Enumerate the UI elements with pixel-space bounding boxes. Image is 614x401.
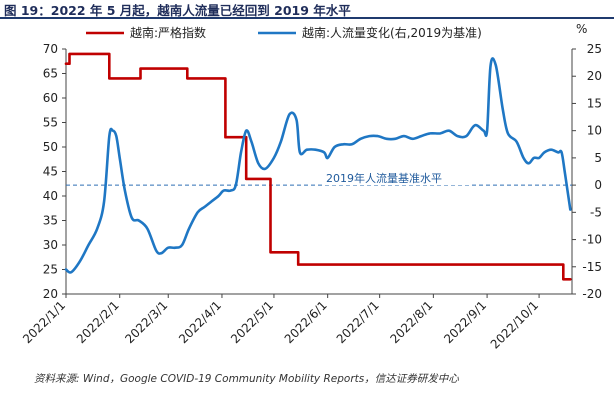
- left-tick-label: 40: [43, 189, 58, 203]
- x-tick-label: 2022/2/1: [74, 298, 122, 346]
- source-note: 资料来源: Wind，Google COVID-19 Community Mob…: [34, 371, 459, 386]
- series-mobility-line: [66, 58, 570, 272]
- x-tick-label: 2022/9/1: [441, 298, 489, 346]
- left-tick-label: 25: [43, 263, 58, 277]
- left-tick-label: 65: [43, 67, 58, 81]
- right-tick-label: 10: [587, 124, 602, 138]
- x-tick-label: 2022/10/1: [488, 298, 541, 351]
- left-tick-label: 60: [43, 91, 58, 105]
- x-tick-label: 2022/7/1: [334, 298, 382, 346]
- series-stringency-line: [66, 54, 570, 279]
- chart: 20 25 30 35 40 45 50 55 60 65 70 -20 -15 -10 -5 0 5 10 15…: [0, 0, 614, 401]
- right-tick-label: -5: [590, 205, 602, 219]
- left-tick-label: 70: [43, 42, 58, 56]
- x-tick-label: 2022/8/1: [387, 298, 435, 346]
- legend-label: 越南:严格指数: [130, 25, 206, 40]
- right-tick-label: -20: [582, 287, 602, 301]
- right-tick-label: 0: [594, 178, 602, 192]
- right-tick-label: 20: [587, 69, 602, 83]
- legend-label: 越南:人流量变化(右,2019为基准): [302, 25, 482, 40]
- baseline-2019-label: 2019年人流量基准水平: [326, 171, 442, 185]
- right-tick-label: -10: [582, 233, 602, 247]
- x-tick-label: 2022/3/1: [122, 298, 170, 346]
- x-tick-label: 2022/4/1: [176, 298, 224, 346]
- left-tick-label: 55: [43, 116, 58, 130]
- left-tick-label: 20: [43, 287, 58, 301]
- right-tick-label: -15: [582, 260, 602, 274]
- right-tick-label: 25: [587, 42, 602, 56]
- left-tick-label: 45: [43, 165, 58, 179]
- right-tick-label: 15: [587, 96, 602, 110]
- x-tick-label: 2022/5/1: [228, 298, 276, 346]
- left-tick-label: 50: [43, 140, 58, 154]
- x-tick-label: 2022/1/1: [20, 298, 68, 346]
- x-tick-label: 2022/6/1: [282, 298, 330, 346]
- right-axis-unit: %: [576, 22, 587, 36]
- left-tick-label: 30: [43, 238, 58, 252]
- left-tick-label: 35: [43, 214, 58, 228]
- right-tick-label: 5: [594, 151, 602, 165]
